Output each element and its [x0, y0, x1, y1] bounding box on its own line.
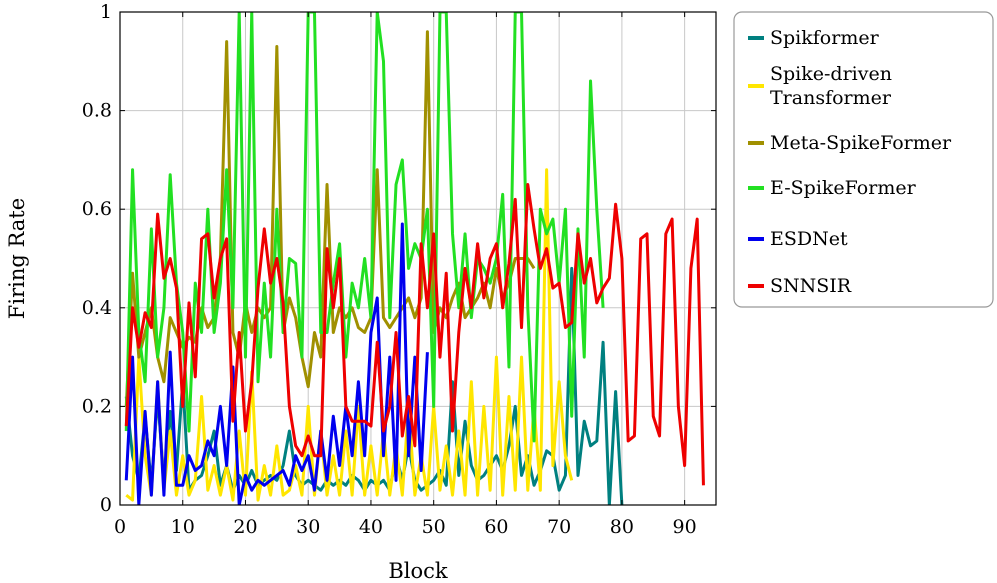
series-line-spike-driven-transformer: [125, 168, 574, 502]
series-line-snnsir: [124, 183, 705, 486]
y-tick-label: 0.4: [82, 297, 112, 319]
legend-label: Meta-SpikeFormer: [770, 132, 952, 154]
y-axis-label: Firing Rate: [5, 198, 29, 319]
x-tick-label: 50: [422, 516, 446, 538]
series-line-e-spikeformer: [124, 12, 605, 443]
y-tick-label: 1: [100, 1, 112, 23]
x-tick-label: 40: [359, 516, 383, 538]
y-tick-label: 0.6: [82, 198, 112, 220]
legend-label: E-SpikeFormer: [770, 177, 917, 199]
legend-label: Spike-driven Transformer: [770, 63, 892, 109]
legend-box: [733, 11, 994, 308]
y-tick-label: 0: [100, 494, 112, 516]
x-axis-label: Block: [388, 559, 448, 583]
x-tick-label: 90: [673, 516, 697, 538]
y-tick-label: 0.8: [82, 100, 112, 122]
x-tick-label: 70: [547, 516, 571, 538]
axis-ticks: 0 10 20 30 40 50 60 70 80 90 0 0.2 0.4 0.6 0.8 1: [82, 1, 716, 538]
series-line-esdnet: [124, 222, 429, 505]
x-tick-label: 80: [610, 516, 634, 538]
x-tick-label: 10: [171, 516, 195, 538]
legend-label: Spikformer: [770, 27, 880, 49]
y-tick-label: 0.2: [82, 395, 112, 417]
x-tick-label: 30: [296, 516, 320, 538]
legend: Spikformer Spike-driven Transformer Meta-Sp…: [733, 11, 994, 308]
legend-label: SNNSIR: [770, 275, 852, 297]
legend-label: ESDNet: [770, 228, 848, 250]
series-lines: [124, 12, 705, 505]
x-tick-label: 20: [233, 516, 257, 538]
x-tick-label: 60: [484, 516, 508, 538]
x-tick-label: 0: [114, 516, 126, 538]
plot-frame: [119, 11, 717, 506]
